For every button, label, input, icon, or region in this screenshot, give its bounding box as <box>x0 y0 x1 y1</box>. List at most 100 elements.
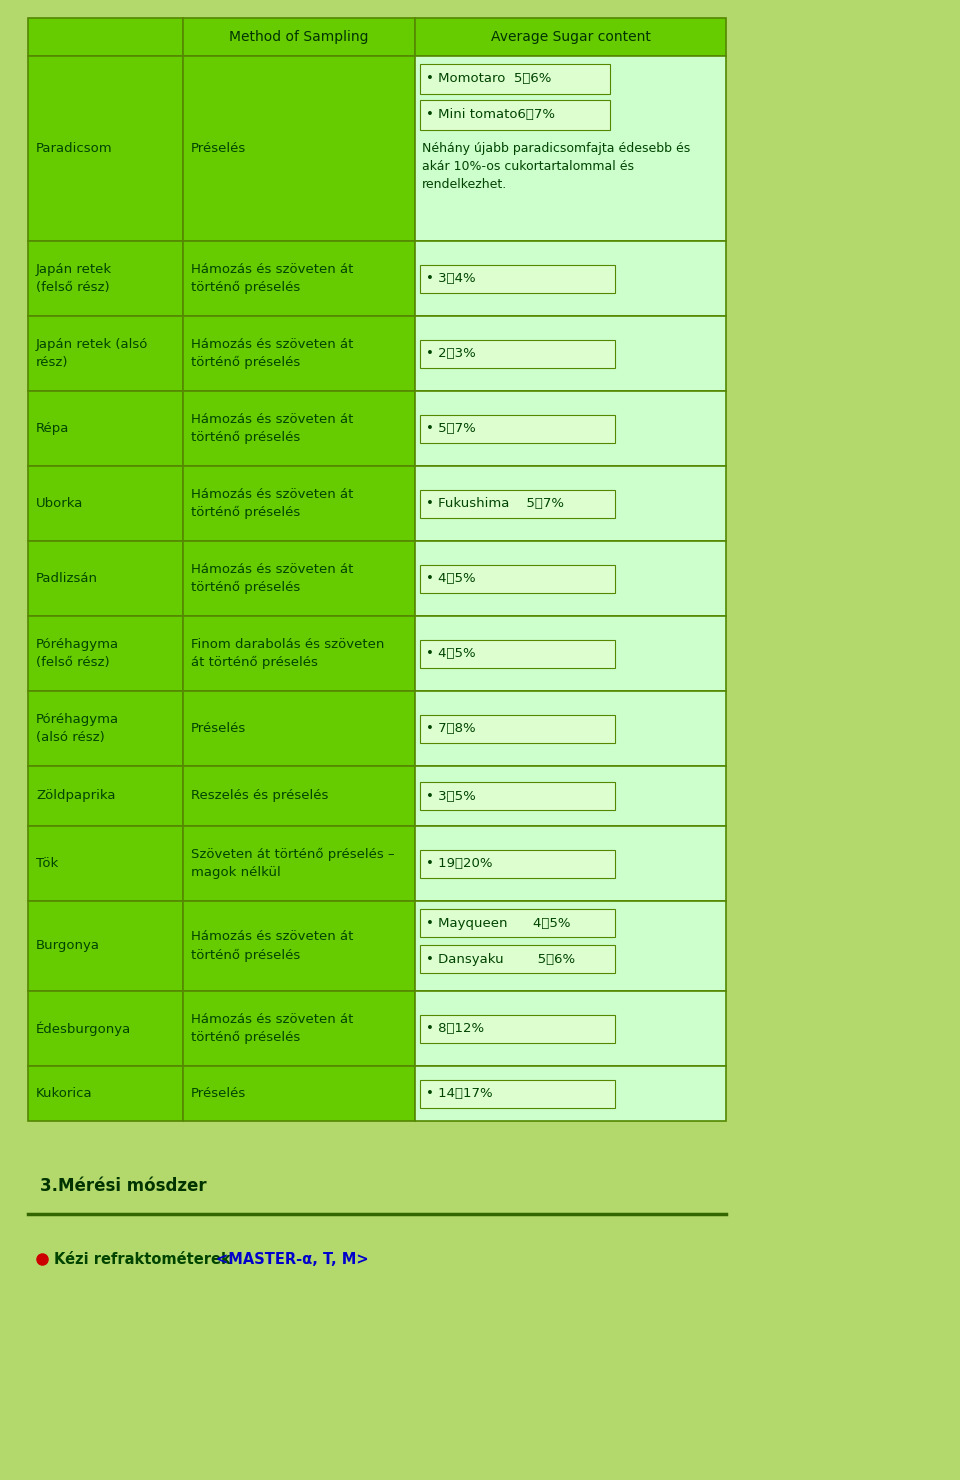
Bar <box>28 691 183 767</box>
Text: Néhány újabb paradicsomfajta édesebb és
akár 10%-os cukortartalommal és
rendelke: Néhány újabb paradicsomfajta édesebb és … <box>422 142 690 191</box>
Text: • Mayqueen      4～5%: • Mayqueen 4～5% <box>426 916 570 929</box>
Text: • 2～3%: • 2～3% <box>426 346 476 360</box>
Text: Préselés: Préselés <box>191 1086 247 1100</box>
Bar <box>28 826 183 901</box>
Text: Method of Sampling: Method of Sampling <box>229 30 369 44</box>
Bar <box>28 391 183 466</box>
Text: Préselés: Préselés <box>191 142 247 155</box>
Bar <box>183 56 415 241</box>
Bar <box>415 691 726 767</box>
Bar <box>183 1066 415 1120</box>
Bar <box>183 317 415 391</box>
Text: Hámozás és szöveten át
történő préselés: Hámozás és szöveten át történő préselés <box>191 263 353 295</box>
Bar <box>420 639 615 667</box>
Text: • 5～7%: • 5～7% <box>426 422 476 435</box>
Bar <box>28 767 183 826</box>
Text: • Dansyaku        5～6%: • Dansyaku 5～6% <box>426 953 575 965</box>
Bar <box>415 767 726 826</box>
Text: Japán retek (alsó
rész): Japán retek (alsó rész) <box>36 337 149 369</box>
Bar <box>415 616 726 691</box>
Bar <box>28 18 183 56</box>
Text: <MASTER-α, T, M>: <MASTER-α, T, M> <box>216 1252 369 1267</box>
Text: Édesburgonya: Édesburgonya <box>36 1021 132 1036</box>
Text: Finom darabolás és szöveten
át történő préselés: Finom darabolás és szöveten át történő p… <box>191 638 384 669</box>
Bar <box>415 18 726 56</box>
Bar <box>415 542 726 616</box>
Text: Kukorica: Kukorica <box>36 1086 92 1100</box>
Bar <box>415 826 726 901</box>
Text: Póréhagyma
(felső rész): Póréhagyma (felső rész) <box>36 638 119 669</box>
Text: • 14～17%: • 14～17% <box>426 1086 492 1100</box>
Bar <box>420 339 615 367</box>
Text: Répa: Répa <box>36 422 69 435</box>
Bar <box>183 466 415 542</box>
Bar <box>415 391 726 466</box>
Text: • 7～8%: • 7～8% <box>426 722 475 736</box>
Bar <box>183 992 415 1066</box>
Text: Hámozás és szöveten át
történő préselés: Hámozás és szöveten át történő préselés <box>191 562 353 593</box>
Text: • Mini tomato6～7%: • Mini tomato6～7% <box>426 108 555 121</box>
Bar <box>420 909 615 937</box>
Bar <box>420 781 615 810</box>
Text: • 4～5%: • 4～5% <box>426 571 475 585</box>
Bar <box>420 946 615 972</box>
Text: • Momotaro  5～6%: • Momotaro 5～6% <box>426 73 551 86</box>
Text: • 4～5%: • 4～5% <box>426 647 475 660</box>
Text: Reszelés és préselés: Reszelés és préselés <box>191 789 328 802</box>
Bar <box>420 101 610 130</box>
Bar <box>183 18 415 56</box>
Text: Hámozás és szöveten át
történő préselés: Hámozás és szöveten át történő préselés <box>191 1012 353 1043</box>
Text: • 3～5%: • 3～5% <box>426 789 476 802</box>
Text: Padlizsán: Padlizsán <box>36 571 98 585</box>
Bar <box>183 691 415 767</box>
Bar <box>28 317 183 391</box>
Bar <box>415 56 726 241</box>
Bar <box>420 64 610 95</box>
Bar <box>420 564 615 592</box>
Text: • 3～4%: • 3～4% <box>426 272 475 286</box>
Bar <box>420 715 615 743</box>
Bar <box>183 616 415 691</box>
Bar <box>420 265 615 293</box>
Text: Average Sugar content: Average Sugar content <box>491 30 651 44</box>
Text: • 8～12%: • 8～12% <box>426 1023 484 1035</box>
Bar <box>28 901 183 992</box>
Bar <box>183 767 415 826</box>
Bar <box>415 901 726 992</box>
Text: 3.Mérési mósdzer: 3.Mérési mósdzer <box>40 1177 206 1194</box>
Text: Hámozás és szöveten át
történő préselés: Hámozás és szöveten át történő préselés <box>191 413 353 444</box>
Text: • 19～20%: • 19～20% <box>426 857 492 870</box>
Text: Hámozás és szöveten át
történő préselés: Hámozás és szöveten át történő préselés <box>191 488 353 519</box>
Bar <box>183 826 415 901</box>
Text: Szöveten át történő préselés –
magok nélkül: Szöveten át történő préselés – magok nél… <box>191 848 395 879</box>
Bar <box>28 616 183 691</box>
Text: Hámozás és szöveten át
történő préselés: Hámozás és szöveten át történő préselés <box>191 931 353 962</box>
Text: Hámozás és szöveten át
történő préselés: Hámozás és szöveten át történő préselés <box>191 337 353 369</box>
Bar <box>28 992 183 1066</box>
Bar <box>183 391 415 466</box>
Bar <box>415 992 726 1066</box>
Bar <box>420 414 615 443</box>
Bar <box>28 466 183 542</box>
Bar <box>415 466 726 542</box>
Bar <box>420 490 615 518</box>
Bar <box>183 901 415 992</box>
Bar <box>28 241 183 317</box>
Text: Uborka: Uborka <box>36 497 84 511</box>
Bar <box>420 1079 615 1107</box>
Bar <box>183 241 415 317</box>
Bar <box>415 317 726 391</box>
Text: Zöldpaprika: Zöldpaprika <box>36 789 115 802</box>
Bar <box>415 1066 726 1120</box>
Bar <box>183 542 415 616</box>
Text: Tök: Tök <box>36 857 59 870</box>
Bar <box>28 1066 183 1120</box>
Text: Paradicsom: Paradicsom <box>36 142 112 155</box>
Text: Póréhagyma
(alsó rész): Póréhagyma (alsó rész) <box>36 713 119 744</box>
Bar <box>28 542 183 616</box>
Text: Burgonya: Burgonya <box>36 940 100 953</box>
Bar <box>415 241 726 317</box>
Text: Japán retek
(felső rész): Japán retek (felső rész) <box>36 263 112 295</box>
Text: Kézi refraktométerek: Kézi refraktométerek <box>54 1252 241 1267</box>
Text: Préselés: Préselés <box>191 722 247 736</box>
